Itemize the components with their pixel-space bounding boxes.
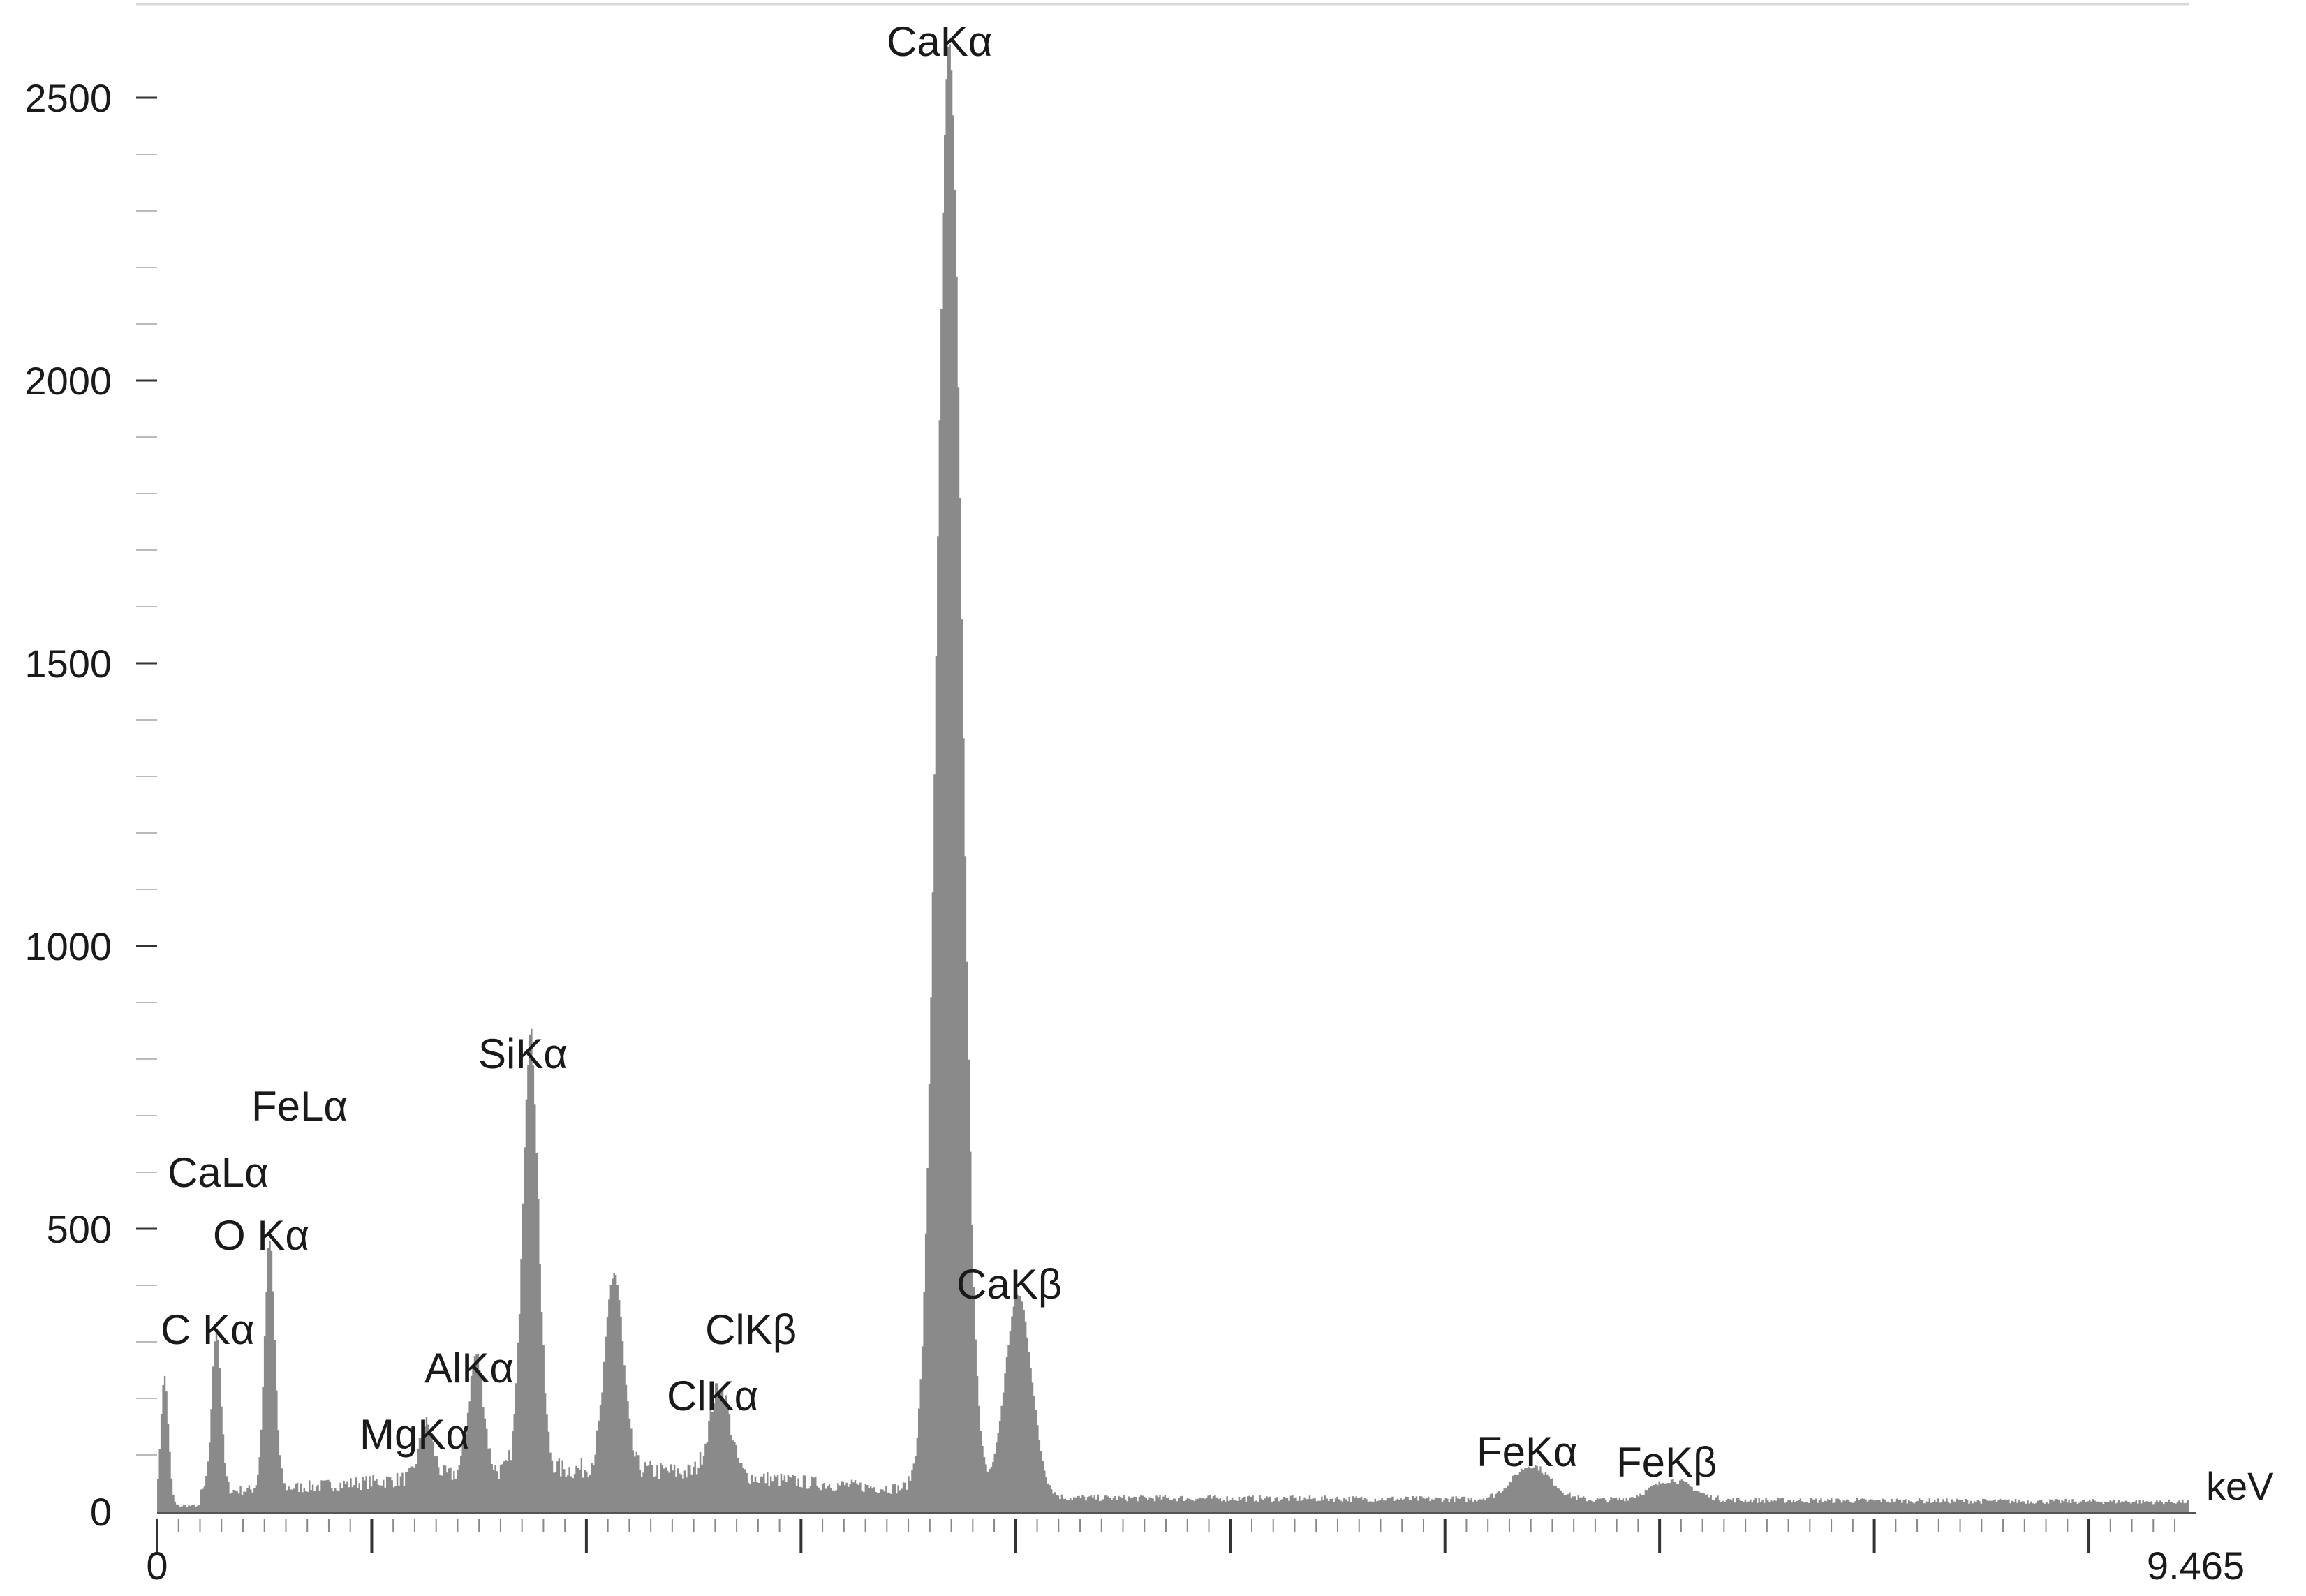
peak-label: CaLα bbox=[168, 1149, 269, 1196]
peak-label: ClKβ bbox=[705, 1306, 797, 1353]
x-axis-unit-label: keV bbox=[2206, 1464, 2274, 1508]
peak-label: AlKα bbox=[424, 1345, 514, 1391]
x-tick-label: 0 bbox=[146, 1544, 168, 1588]
y-tick-label: 0 bbox=[90, 1490, 112, 1534]
peak-label: SiKα bbox=[478, 1030, 568, 1077]
peak-labels: C Kα O Kα CaLα FeLα MgKα AlKα SiKα ClKα ClKβ CaKα… bbox=[161, 18, 1717, 1486]
y-tick-label: 1500 bbox=[24, 642, 112, 686]
y-tick-label: 500 bbox=[47, 1207, 112, 1251]
spectrum-histogram bbox=[157, 44, 2189, 1512]
peak-label: C Kα bbox=[161, 1306, 255, 1353]
y-tick-label: 2000 bbox=[24, 359, 112, 403]
y-tick-label: 2500 bbox=[24, 76, 112, 120]
peak-label: MgKα bbox=[360, 1411, 470, 1458]
peak-label: ClKα bbox=[667, 1373, 758, 1419]
spectrum-bars bbox=[157, 44, 2189, 1512]
axes: 0 500 1000 1500 2000 2500 0 9.465 bbox=[24, 3, 2245, 1588]
peak-label: O Kα bbox=[213, 1212, 309, 1259]
peak-label: FeKα bbox=[1477, 1428, 1578, 1475]
x-tick-label: 9.465 bbox=[2147, 1544, 2245, 1588]
y-tick-label: 1000 bbox=[24, 924, 112, 968]
peak-label: CaKβ bbox=[956, 1261, 1062, 1308]
peak-label: FeKβ bbox=[1616, 1439, 1717, 1486]
peak-label: CaKα bbox=[887, 18, 992, 65]
peak-label: FeLα bbox=[251, 1083, 348, 1130]
